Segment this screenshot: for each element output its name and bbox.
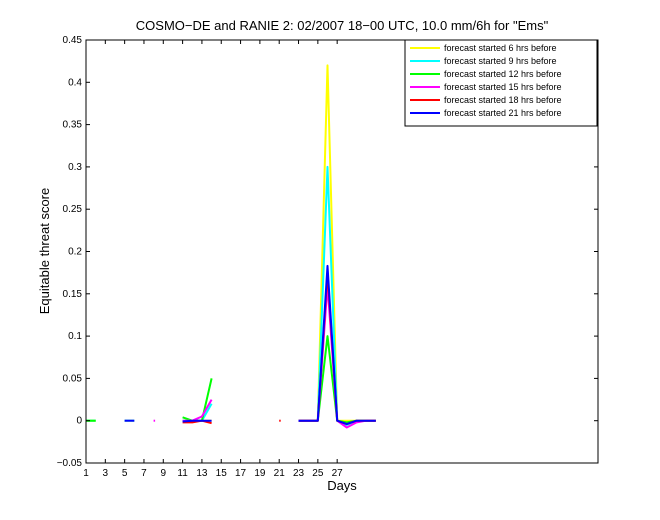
- y-tick-label: 0.2: [68, 247, 82, 258]
- series-line: [298, 264, 376, 426]
- legend-label: forecast started 21 hrs before: [444, 108, 562, 118]
- x-tick-label: 19: [254, 468, 266, 479]
- x-tick-label: 17: [235, 468, 247, 479]
- y-tick-label: 0.15: [63, 289, 83, 300]
- chart-title: COSMO−DE and RANIE 2: 02/2007 18−00 UTC,…: [136, 18, 549, 33]
- y-tick-label: 0.45: [63, 35, 83, 46]
- legend-label: forecast started 9 hrs before: [444, 56, 557, 66]
- x-axis-label: Days: [327, 478, 357, 493]
- y-tick-label: 0.1: [68, 331, 82, 342]
- x-axis: 1 3 5 7 9 11 13 15 17 19 21 23 25 27: [83, 40, 343, 479]
- x-tick-label: 21: [274, 468, 286, 479]
- legend-label: forecast started 18 hrs before: [444, 95, 562, 105]
- legend-label: forecast started 15 hrs before: [444, 82, 562, 92]
- y-axis: −0.05 0 0.05 0.1 0.15 0.2 0.25 0.3 0.35 0.4 0.45: [57, 35, 598, 469]
- x-tick-label: 27: [332, 468, 344, 479]
- x-tick-label: 1: [83, 468, 89, 479]
- x-tick-label: 5: [122, 468, 128, 479]
- x-tick-label: 11: [177, 468, 188, 479]
- y-axis-label: Equitable threat score: [37, 188, 52, 314]
- x-tick-label: 9: [161, 468, 167, 479]
- y-tick-label: 0: [76, 416, 82, 427]
- y-tick-label: 0.25: [63, 204, 83, 215]
- x-tick-label: 15: [216, 468, 228, 479]
- legend[interactable]: forecast started 6 hrs before forecast st…: [404, 39, 598, 127]
- y-tick-label: 0.35: [63, 120, 83, 131]
- x-tick-label: 25: [312, 468, 324, 479]
- y-tick-label: −0.05: [57, 458, 83, 469]
- y-tick-label: 0.3: [68, 162, 82, 173]
- series-line: [182, 419, 212, 423]
- x-tick-label: 7: [141, 468, 147, 479]
- legend-label: forecast started 6 hrs before: [444, 43, 557, 53]
- x-tick-label: 13: [196, 468, 208, 479]
- y-tick-label: 0.05: [63, 373, 83, 384]
- y-tick-label: 0.4: [68, 77, 82, 88]
- x-tick-label: 3: [103, 468, 109, 479]
- x-tick-label: 23: [293, 468, 305, 479]
- legend-box: [404, 39, 598, 127]
- legend-label: forecast started 12 hrs before: [444, 69, 562, 79]
- series-5: [124, 264, 376, 426]
